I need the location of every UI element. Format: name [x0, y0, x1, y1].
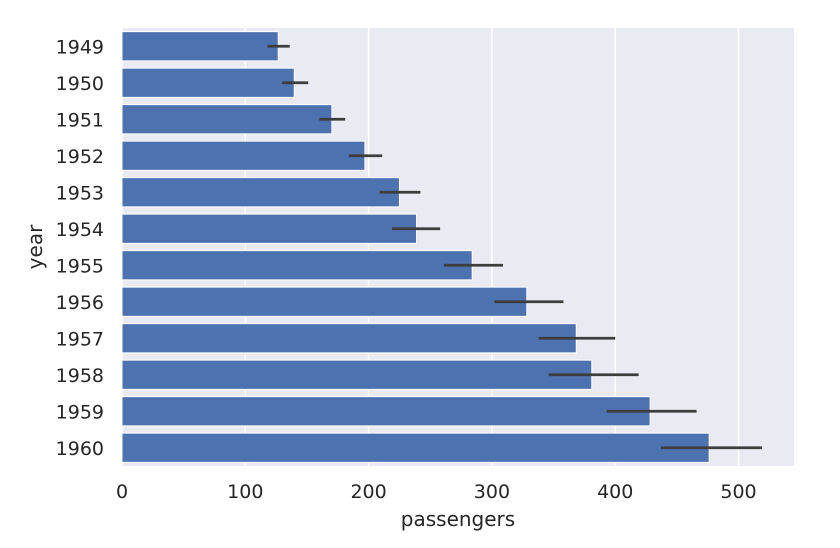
x-tick-labels: 0 100 200 300 400 500	[116, 481, 757, 503]
bar	[121, 177, 400, 208]
bar	[121, 250, 473, 281]
y-axis-label: year	[23, 224, 47, 269]
bar	[121, 432, 710, 463]
bar	[121, 213, 418, 244]
y-tick-label: 1959	[56, 401, 104, 423]
bar	[121, 396, 651, 427]
y-tick-label: 1953	[56, 182, 104, 204]
y-tick-label: 1960	[56, 438, 104, 460]
bar	[121, 67, 295, 98]
x-tick-label: 500	[720, 481, 756, 503]
bar	[121, 323, 577, 354]
bar	[121, 104, 333, 135]
y-tick-label: 1956	[56, 292, 104, 314]
bar	[121, 359, 593, 390]
plot-area	[122, 28, 794, 466]
x-tick-label: 300	[474, 481, 510, 503]
x-axis-label: passengers	[401, 507, 515, 531]
bars	[121, 31, 710, 463]
grid-lines	[121, 28, 740, 466]
error-bars	[267, 44, 762, 450]
y-tick-label: 1957	[56, 328, 104, 350]
y-tick-label: 1949	[56, 36, 104, 58]
x-tick-label: 200	[350, 481, 386, 503]
y-tick-label: 1958	[56, 365, 104, 387]
y-tick-label: 1952	[56, 146, 104, 168]
y-tick-labels: 1949 1950 1951 1952 1953 1954 1955 1956 1957 1958…	[56, 36, 104, 460]
bar	[121, 31, 279, 62]
y-tick-label: 1950	[56, 73, 104, 95]
y-tick-label: 1954	[56, 219, 104, 241]
x-tick-label: 0	[116, 481, 128, 503]
x-tick-label: 100	[227, 481, 263, 503]
bar	[121, 140, 366, 171]
y-tick-label: 1955	[56, 255, 104, 277]
y-tick-label: 1951	[56, 109, 104, 131]
bar	[121, 286, 528, 317]
x-tick-label: 400	[597, 481, 633, 503]
